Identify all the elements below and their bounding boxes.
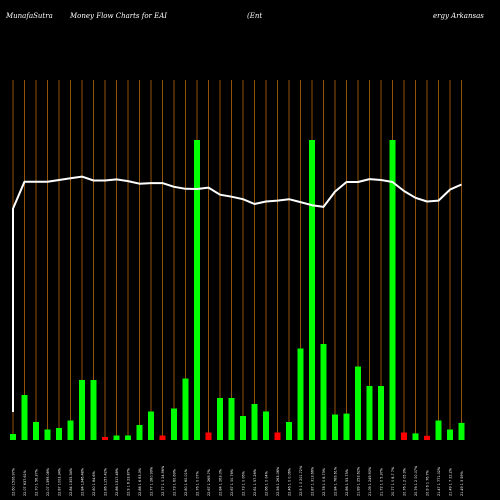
grid-lines	[12, 80, 462, 440]
x-tick-label: 22.77 1 0 24.96%	[161, 465, 165, 496]
x-tick-label: 22.88 1 6 83.3%	[138, 467, 142, 496]
chart-title: MunafaSutra Money Flow Charts for EAI (E…	[5, 12, 484, 20]
flow-bar	[182, 378, 189, 440]
flow-bar	[148, 411, 154, 440]
x-tick-label: 22.73 1 0 06%	[242, 470, 246, 496]
x-tick-label: 20.76 1 2 05.9%	[403, 467, 407, 496]
flow-bar	[297, 348, 304, 440]
flow-bar	[389, 140, 396, 440]
x-tick-label: 22.76 1 0 07%	[196, 470, 200, 496]
x-tick-label: 22.66 1 0 04%	[265, 470, 269, 496]
flow-bar	[424, 435, 430, 440]
flow-bar	[205, 432, 212, 440]
x-tick-label: 21.09 1 249.90%	[368, 466, 372, 496]
flow-bar	[113, 435, 120, 440]
flow-bar	[240, 416, 246, 440]
x-tick-label: 20.9 6 1 76.7%	[426, 469, 430, 496]
x-tick-label: 21.49 1 3 59%	[460, 470, 464, 496]
x-tick-label: 22.84 1346.48%	[81, 467, 85, 496]
x-tick-label: 22.87 1003.34%	[58, 467, 62, 496]
flow-bar	[228, 398, 235, 440]
flow-bar	[10, 434, 16, 440]
flow-bar	[309, 140, 315, 440]
x-tick-label: 22.56 1 263.06%	[276, 466, 280, 496]
x-tick-label: 22.67 1 00.76%	[230, 468, 234, 496]
flow-bar	[401, 432, 407, 440]
x-tick-label: 22.86 1317.48%	[115, 467, 119, 496]
x-tick-label: 22.67 1 269.7%	[207, 468, 211, 496]
flow-bar	[171, 408, 177, 440]
price-line	[12, 175, 462, 412]
x-tick-label: 22.73 1 60.69%	[173, 468, 177, 496]
flow-bar	[136, 425, 143, 440]
x-tick-label: 22.9 1 0 201.72%	[299, 465, 303, 496]
flow-bar	[378, 386, 384, 440]
x-tick-label: 22.86 1 53.75%	[345, 468, 349, 496]
flow-bar	[332, 414, 338, 440]
title-company-part1: (Ent	[247, 12, 262, 20]
flow-bar	[33, 422, 39, 440]
x-tick-label: 21.72 1 0 5.37%	[380, 467, 384, 496]
x-tick-label: 22.07 1399.08%	[46, 467, 50, 496]
flow-bar	[79, 380, 85, 440]
x-tick-label: 22.78 1 0 8.73%	[322, 467, 326, 496]
title-company-part2: ergy Arkansas	[433, 12, 484, 20]
x-tick-label: 22.87 1 313.66%	[311, 466, 315, 496]
flow-bar	[56, 428, 62, 440]
flow-bar	[286, 422, 292, 440]
flow-bar	[159, 435, 166, 440]
x-tick-label: 22.61 1 57.26%	[253, 468, 257, 496]
x-tick-label: 22.77 1 280.99%	[150, 466, 154, 496]
x-tick-label: 22.46 1 0 0.06%	[288, 467, 292, 496]
x-tick-label: 22.80 1 84.6%	[92, 470, 96, 496]
x-tick-label: 22.70 1 56.37%	[35, 468, 39, 496]
flow-bar	[412, 433, 419, 440]
flow-bar	[366, 386, 373, 440]
x-tick-label: 21.89 1 253.62%	[357, 466, 361, 496]
flow-bar	[217, 398, 223, 440]
price-line-group	[12, 175, 462, 412]
x-tick-label: 22.84 1 789.61%	[334, 466, 338, 496]
flow-bar	[458, 422, 465, 440]
title-main: Money Flow Charts for EAI	[69, 12, 167, 20]
flow-bar	[21, 395, 28, 440]
flow-bar	[67, 420, 74, 440]
flow-bar	[90, 380, 97, 440]
flow-bar	[125, 435, 131, 440]
x-tick-label: 22.84 1305.34%	[69, 467, 73, 496]
flow-bar	[251, 404, 258, 440]
flow-bar	[102, 437, 108, 440]
x-tick-label: 22.84 1 263.0%	[219, 468, 223, 496]
flow-bar	[320, 344, 327, 440]
x-tick-label: 22.07 637.61%	[23, 469, 27, 496]
x-tick-label: 22.80 1 60.01%	[184, 468, 188, 496]
flow-bar	[343, 413, 350, 440]
flow-bar	[194, 140, 200, 440]
x-tick-label: 21.49 1 7 22.2%	[449, 467, 453, 496]
flow-bar	[263, 411, 269, 440]
x-tick-label: 22.86 1157.42%	[104, 467, 108, 496]
flow-bar	[274, 432, 281, 440]
flow-bar	[435, 420, 442, 440]
title-brand: MunafaSutra	[5, 12, 53, 20]
x-tick-labels: 22.60 1506.97% 22.07 637.61% 22.70 1 56.37…	[12, 465, 465, 496]
flow-bar	[44, 429, 51, 440]
x-tick-label: 22.60 1506.97%	[12, 467, 16, 496]
x-tick-label: 22.9 1 6 23.87%	[127, 467, 131, 496]
x-tick-label: 20.76 1 2 00.07%	[414, 465, 418, 496]
x-tick-label: 21.47 1 771.02%	[437, 466, 441, 496]
flow-bar	[355, 366, 361, 440]
flow-bar	[447, 429, 453, 440]
flow-bars	[10, 140, 465, 440]
x-tick-label: 20.77 1 0 8.7 7%	[391, 466, 395, 496]
